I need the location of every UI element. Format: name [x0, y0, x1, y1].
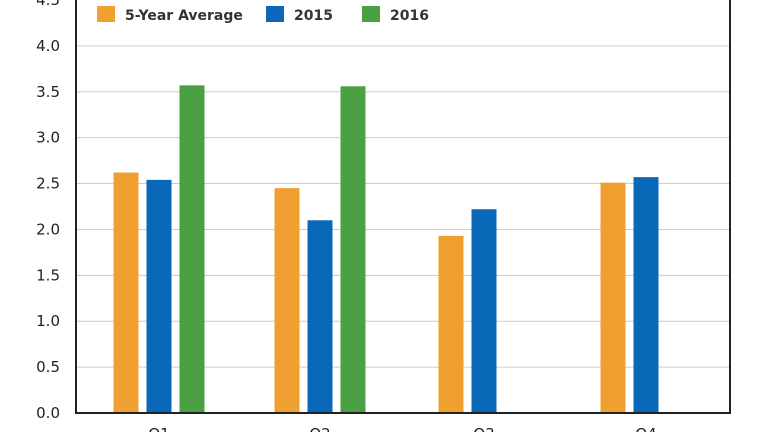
legend-swatch: [266, 6, 284, 22]
x-category-label: Q3: [473, 425, 494, 432]
x-category-label: Q2: [309, 425, 330, 432]
y-tick-label: 3.5: [36, 83, 60, 101]
legend-label: 2015: [294, 8, 333, 24]
x-axis-categories: Q1 Q2 Q3 Q4: [148, 425, 656, 432]
y-tick-label: 1.0: [36, 312, 60, 330]
bar-2015-q1: [146, 179, 172, 413]
y-tick-label: 0.5: [36, 358, 60, 376]
y-tick-label: 4.0: [36, 37, 60, 55]
bar-2016-q2: [340, 86, 366, 413]
x-category-label: Q4: [635, 425, 656, 432]
bar-2016-q1: [179, 85, 205, 413]
legend-label: 5-Year Average: [125, 8, 243, 24]
bar-2015-q4: [633, 177, 659, 413]
bar-series: [113, 85, 659, 413]
y-tick-label: 1.5: [36, 266, 60, 284]
bar-5-year-average-q4: [600, 182, 626, 413]
x-category-label: Q1: [148, 425, 169, 432]
y-tick-label: 0.0: [36, 404, 60, 422]
bar-5-year-average-q2: [274, 188, 300, 413]
grid-lines: [76, 45, 730, 368]
y-tick-label: 2.5: [36, 175, 60, 193]
legend-swatch: [362, 6, 380, 22]
y-tick-label: 4.5: [36, 0, 60, 9]
bar-5-year-average-q1: [113, 172, 139, 413]
bar-2015-q2: [307, 220, 333, 413]
legend-swatch: [97, 6, 115, 22]
y-tick-label: 3.0: [36, 129, 60, 147]
y-axis-ticks: 0.0 0.5 1.0 1.5 2.0 2.5 3.0 3.5 4.0 4.5: [36, 0, 60, 422]
y-tick-label: 2.0: [36, 220, 60, 238]
bar-5-year-average-q3: [438, 235, 464, 413]
legend: 5-Year Average 2015 2016: [97, 6, 429, 24]
legend-label: 2016: [390, 8, 429, 24]
plot-frame: [75, 0, 731, 414]
bar-2015-q3: [471, 209, 497, 413]
